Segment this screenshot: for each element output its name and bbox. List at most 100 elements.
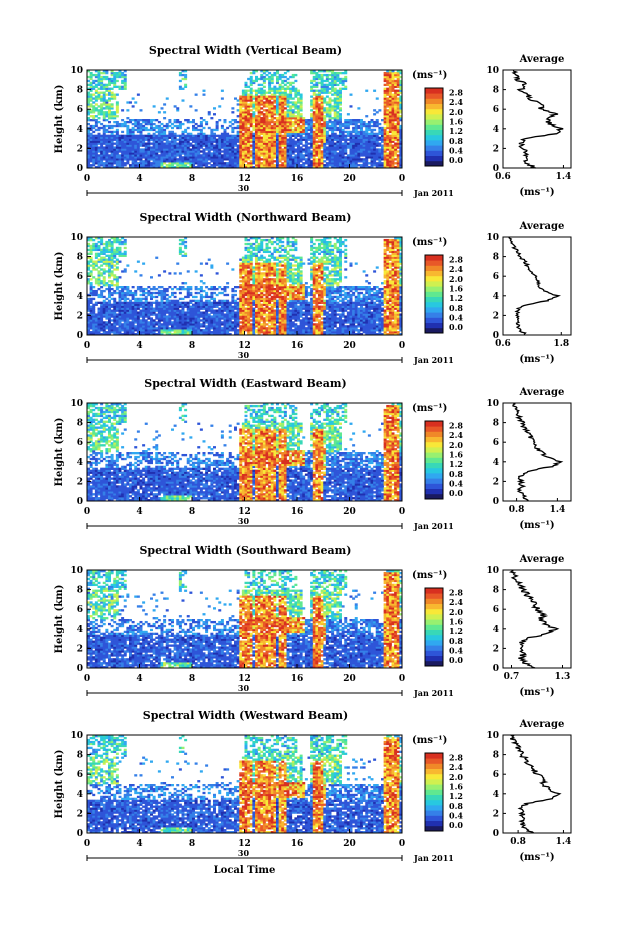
heatmap-cell xyxy=(89,278,93,281)
heatmap-cell xyxy=(115,85,119,88)
heatmap-cell xyxy=(152,122,156,126)
heatmap-cell xyxy=(178,71,182,75)
y-tick-label: 6 xyxy=(77,105,83,115)
heatmap-cell xyxy=(105,93,109,96)
heatmap-cell xyxy=(252,111,256,114)
heatmap-cell xyxy=(252,89,256,92)
heatmap-cell xyxy=(105,138,109,141)
heatmap-cell xyxy=(121,130,125,134)
heatmap-cell xyxy=(163,128,167,132)
heatmap-cell xyxy=(87,97,90,100)
heatmap-cell xyxy=(110,136,114,139)
heatmap-cell xyxy=(139,122,143,126)
heatmap-cell xyxy=(155,291,159,295)
heatmap-cell xyxy=(97,70,101,73)
heatmap-cell xyxy=(105,83,109,87)
heatmap-cell xyxy=(262,75,266,79)
heatmap-cell xyxy=(139,119,143,122)
heatmap-cell xyxy=(110,309,114,312)
heatmap-cell xyxy=(121,109,125,112)
heatmap-cell xyxy=(89,264,93,267)
heatmap-cell xyxy=(94,278,98,281)
heatmap-cell xyxy=(105,301,109,304)
heatmap-cell xyxy=(108,79,111,83)
heatmap-cell xyxy=(134,289,138,293)
heatmap-cell xyxy=(181,254,185,257)
heatmap-cell xyxy=(100,83,104,87)
heatmap-cell xyxy=(168,327,172,330)
heatmap-cell xyxy=(92,126,96,130)
heatmap-cell xyxy=(110,303,114,306)
heatmap-cell xyxy=(102,140,106,143)
heatmap-cell xyxy=(87,93,90,96)
heatmap-cell xyxy=(142,124,146,128)
heatmap-cell xyxy=(97,134,101,137)
heatmap-cell xyxy=(333,87,337,90)
heatmap-cell xyxy=(184,252,188,255)
heatmap-cell xyxy=(328,77,332,81)
heatmap-cell xyxy=(197,287,201,291)
heatmap-cell xyxy=(218,119,222,122)
heatmap-cell xyxy=(299,93,303,96)
heatmap-cell xyxy=(186,301,190,304)
heatmap-cell xyxy=(373,113,377,116)
heatmap-cell xyxy=(354,119,358,122)
heatmap-cell xyxy=(87,160,90,163)
heatmap-cell xyxy=(105,148,109,151)
heatmap-cell xyxy=(394,158,398,161)
heatmap-cell xyxy=(108,93,111,96)
heatmap-cell xyxy=(202,289,206,293)
heatmap-cell xyxy=(87,83,90,87)
heatmap-cell xyxy=(328,87,332,90)
heatmap-cell xyxy=(102,93,106,96)
heatmap-cell xyxy=(365,115,369,118)
heatmap-cell xyxy=(336,83,340,87)
heatmap-cell xyxy=(123,291,127,295)
heatmap-cell xyxy=(260,83,264,87)
heatmap-cell xyxy=(108,77,111,81)
heatmap-cell xyxy=(87,156,90,159)
heatmap-cell xyxy=(244,89,248,92)
heatmap-cell xyxy=(310,95,314,98)
heatmap-cell xyxy=(236,130,240,134)
heatmap-cell xyxy=(134,297,138,301)
heatmap-cell xyxy=(100,138,104,141)
colorbar-step xyxy=(425,119,443,125)
heatmap-cell xyxy=(121,119,125,122)
heatmap-cell xyxy=(302,162,306,165)
heatmap-cell xyxy=(108,154,111,157)
heatmap-cell xyxy=(110,148,114,151)
heatmap-cell xyxy=(320,150,324,153)
heatmap-cell xyxy=(94,95,98,98)
heatmap-cell xyxy=(147,119,151,122)
heatmap-cell xyxy=(184,83,188,87)
heatmap-cell xyxy=(108,120,111,124)
heatmap-cell xyxy=(105,99,109,102)
profile-x-tick-label: 1.4 xyxy=(556,172,572,182)
heatmap-cell xyxy=(105,128,109,132)
heatmap-cell xyxy=(136,260,140,263)
heatmap-cell xyxy=(89,103,93,106)
heatmap-cell xyxy=(94,152,98,155)
heatmap-cell xyxy=(360,158,363,161)
heatmap-cell xyxy=(210,164,214,167)
heatmap-cell xyxy=(231,107,235,110)
heatmap-cell xyxy=(249,113,253,116)
heatmap-cell xyxy=(178,120,182,124)
heatmap-cell xyxy=(97,97,101,100)
heatmap-cell xyxy=(318,103,321,106)
heatmap-cell xyxy=(92,107,96,110)
heatmap-cell xyxy=(97,128,101,132)
heatmap-cell xyxy=(105,136,109,139)
heatmap-cell xyxy=(113,93,117,96)
heatmap-cell xyxy=(102,119,106,122)
heatmap-cell xyxy=(100,134,104,137)
heatmap-cell xyxy=(205,286,209,289)
heatmap-cell xyxy=(165,297,169,301)
heatmap-cell xyxy=(260,107,264,110)
heatmap-cell xyxy=(89,154,93,157)
heatmap-cell xyxy=(121,252,125,255)
heatmap-cell xyxy=(110,71,114,75)
heatmap-cell xyxy=(89,111,93,114)
heatmap-cell xyxy=(318,73,321,77)
